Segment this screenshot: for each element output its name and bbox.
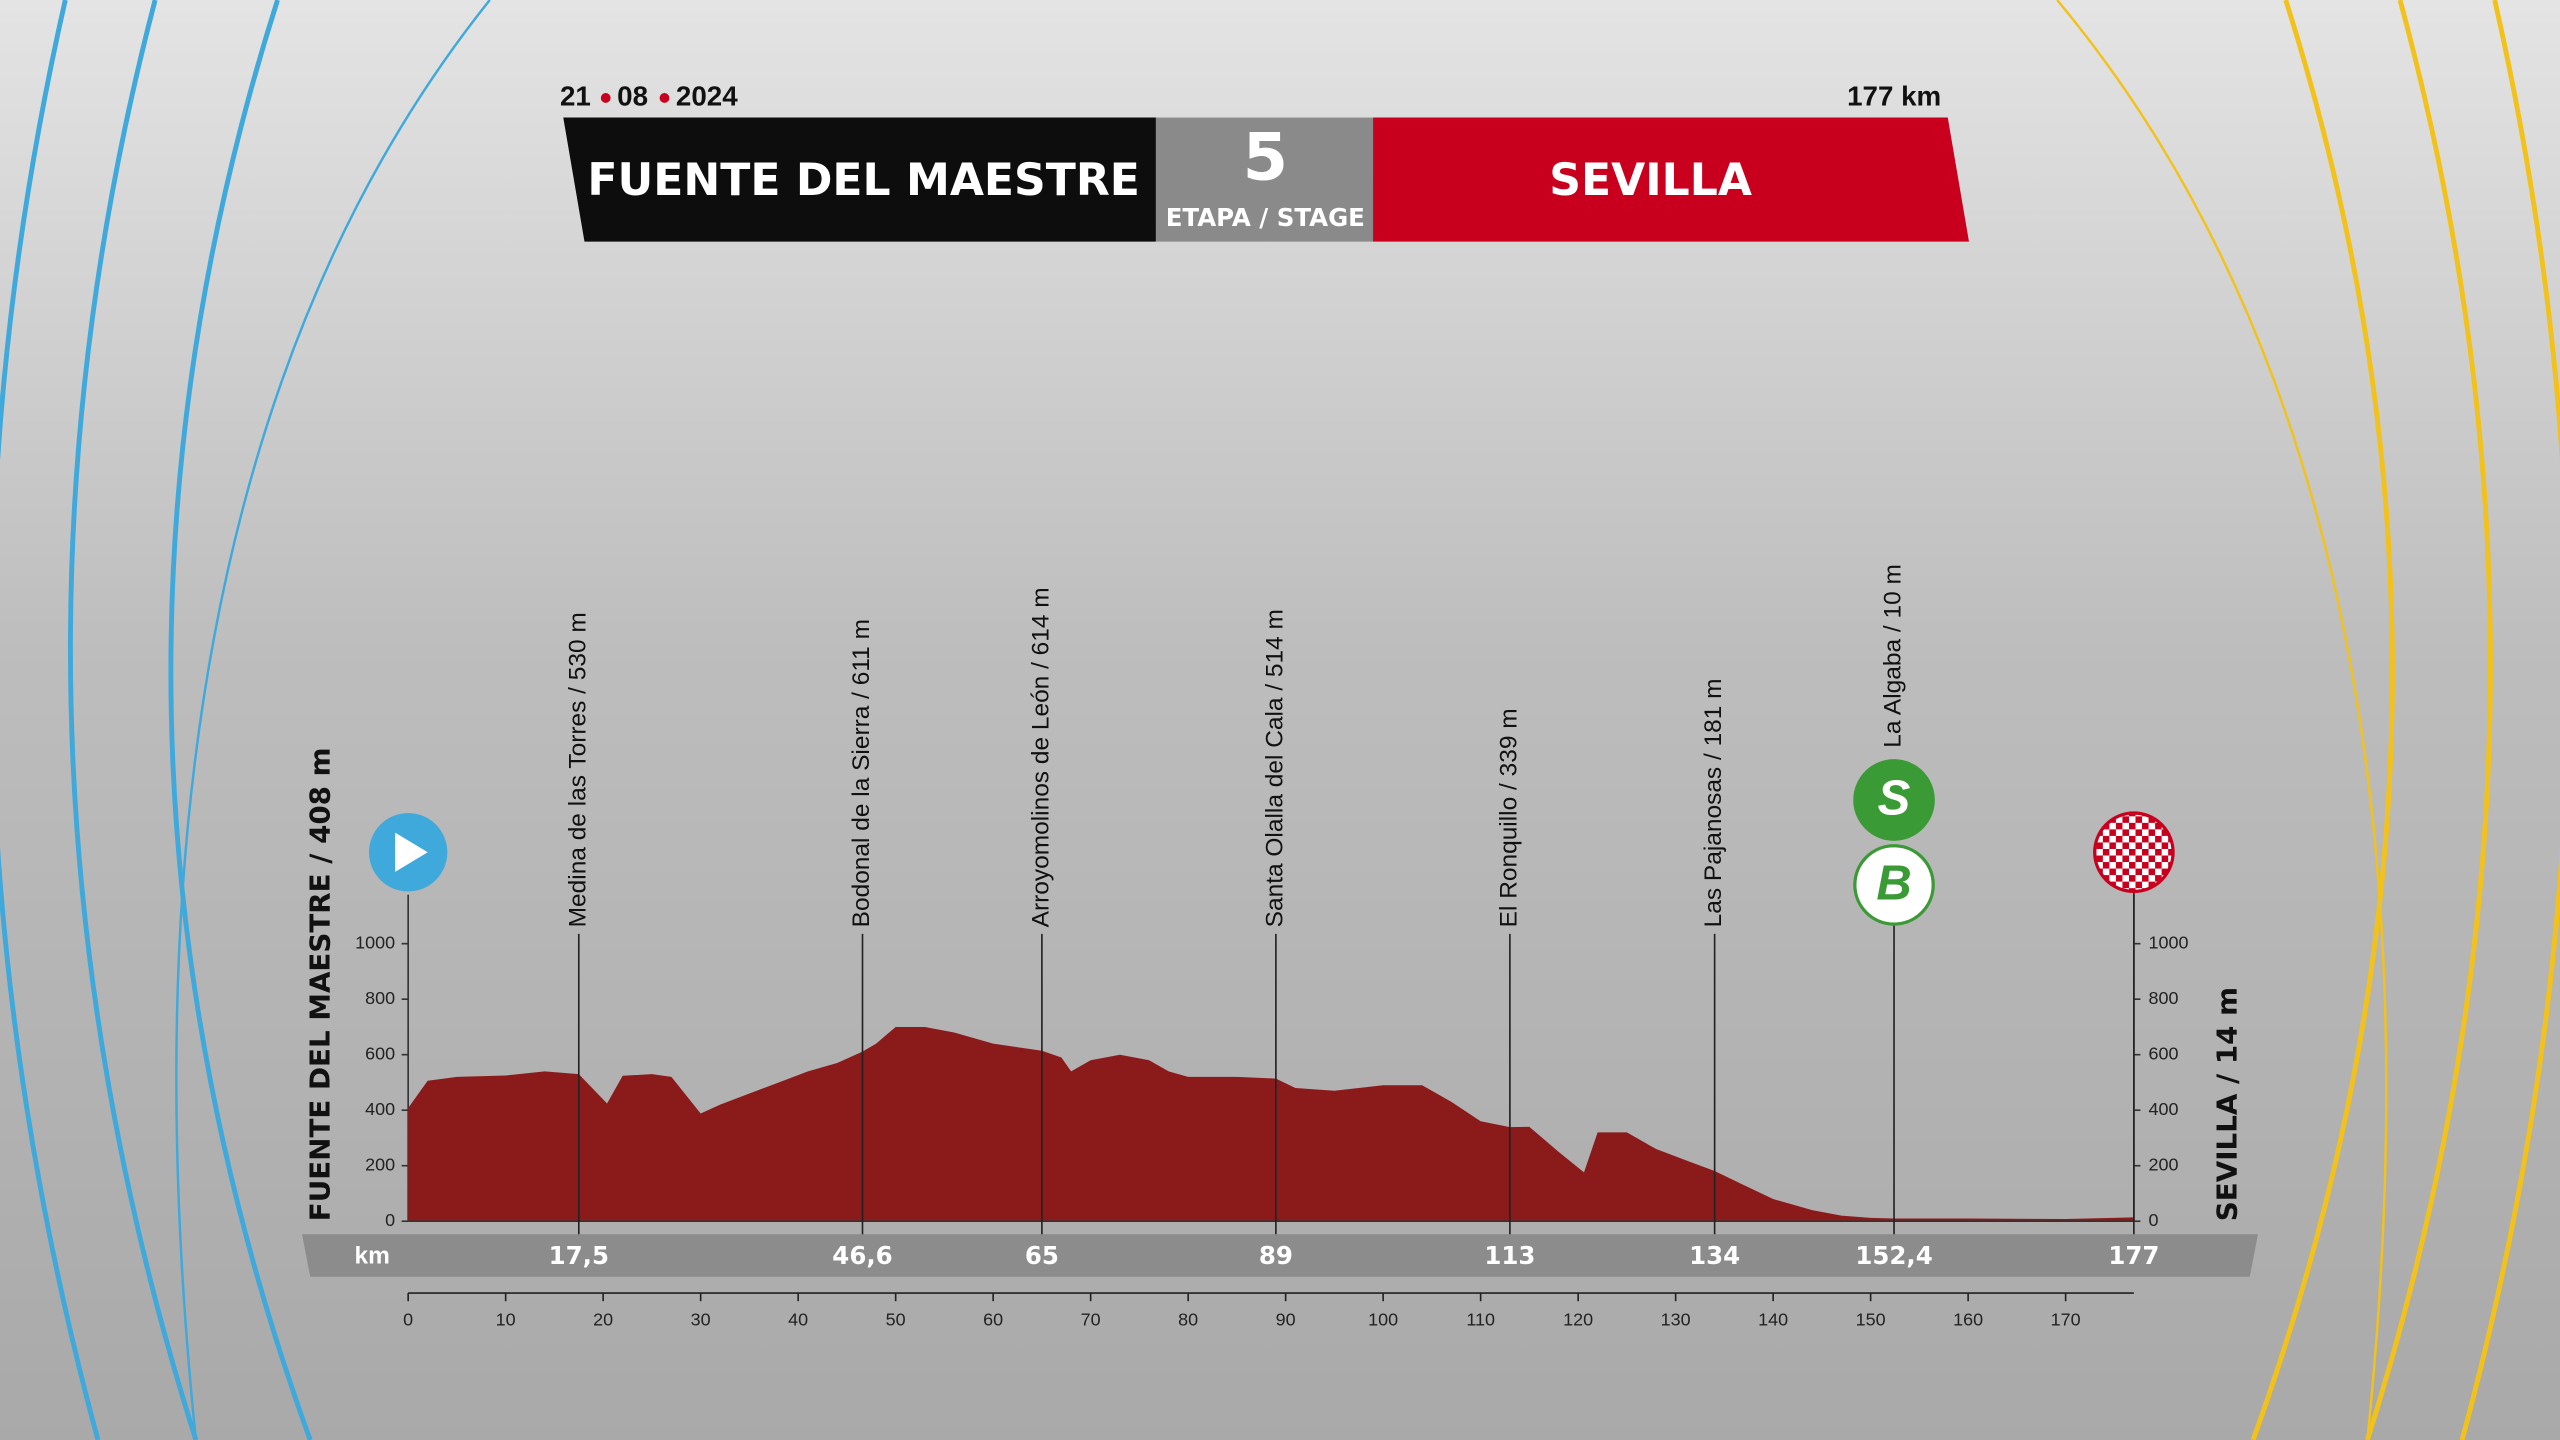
finish-icon [2093, 811, 2175, 894]
y2-tick-label: 0 [2149, 1210, 2159, 1230]
y-tick-label: 200 [365, 1154, 395, 1174]
y2-axis-label: SEVILLA / 14 m [2211, 987, 2244, 1221]
marker-name: Las Pajanosas / 181 m [1700, 678, 1727, 927]
start-name: FUENTE DEL MAESTRE [587, 155, 1140, 206]
x-tick-label: 150 [1856, 1310, 1886, 1330]
x-tick-label: 140 [1758, 1310, 1788, 1330]
x-tick-label: 170 [2051, 1310, 2081, 1330]
marker-name: Santa Olalla del Cala / 514 m [1261, 609, 1288, 927]
x-tick-label: 50 [886, 1310, 906, 1330]
stage-box [1155, 117, 1374, 242]
km-strip [302, 1234, 2258, 1277]
x-tick-label: 100 [1368, 1310, 1398, 1330]
km-strip-value: 134 [1689, 1241, 1740, 1270]
x-tick-label: 40 [788, 1310, 808, 1330]
x-tick-label: 30 [691, 1310, 711, 1330]
y2-tick-label: 400 [2149, 1099, 2179, 1119]
start-banner [563, 117, 1156, 242]
date-year: 2024 [676, 80, 738, 111]
y-axis-label: FUENTE DEL MAESTRE / 408 m [304, 747, 337, 1221]
marker-name: La Algaba / 10 m [1880, 564, 1907, 748]
stage-distance: 177 km [1847, 80, 1941, 111]
km-strip-value: 177 [2108, 1241, 2159, 1270]
marker-icon-label: B [1876, 856, 1911, 910]
finish-banner [1373, 117, 1969, 242]
y-tick-label: 800 [365, 988, 395, 1008]
km-strip-value: 89 [1259, 1241, 1293, 1270]
y-tick-label: 600 [365, 1043, 395, 1063]
y-tick-label: 400 [365, 1099, 395, 1119]
x-tick-label: 70 [1081, 1310, 1101, 1330]
finish-name: SEVILLA [1549, 155, 1752, 206]
x-tick-label: 10 [496, 1310, 516, 1330]
date-dot [600, 93, 611, 103]
marker-icon [1853, 759, 1935, 841]
y2-tick-label: 200 [2149, 1154, 2179, 1174]
marker-icon [1853, 844, 1935, 926]
marker-icon-label: S [1878, 772, 1911, 826]
km-strip-value: 65 [1025, 1241, 1059, 1270]
start-icon-arrow [395, 832, 428, 872]
date-month: 08 [617, 80, 648, 111]
y2-tick-label: 1000 [2149, 932, 2189, 952]
marker-name: El Ronquillo / 339 m [1495, 708, 1522, 927]
x-tick-label: 20 [593, 1310, 613, 1330]
y2-tick-label: 600 [2149, 1043, 2179, 1063]
x-tick-label: 160 [1953, 1310, 1983, 1330]
date-day: 21 [560, 80, 591, 111]
km-strip-value: 113 [1484, 1241, 1535, 1270]
marker-name: Bodonal de la Sierra / 611 m [848, 619, 875, 927]
x-tick-label: 110 [1466, 1310, 1495, 1330]
x-tick-label: 80 [1178, 1310, 1198, 1330]
x-tick-label: 60 [983, 1310, 1003, 1330]
marker-name: Arroyomolinos de León / 614 m [1027, 587, 1054, 927]
date: 21 08 2024 [560, 80, 738, 111]
marker-name: Medina de las Torres / 530 m [564, 612, 591, 927]
stage-label: ETAPA / STAGE [1166, 203, 1365, 232]
x-tick-label: 130 [1661, 1310, 1691, 1330]
km-strip-value: 46,6 [832, 1241, 892, 1270]
plot: 0200400600800100002004006008001000FUENTE… [304, 564, 2244, 1329]
km-strip-value: 17,5 [549, 1241, 609, 1270]
x-tick-label: 0 [403, 1310, 413, 1330]
x-tick-label: 120 [1563, 1310, 1593, 1330]
date-dot [659, 93, 670, 103]
x-tick-label: 90 [1276, 1310, 1296, 1330]
y2-tick-label: 800 [2149, 988, 2179, 1008]
stage-number: 5 [1243, 120, 1288, 196]
km-strip-label: km [355, 1243, 390, 1270]
elevation-profile [408, 1026, 2134, 1222]
km-strip-value: 152,4 [1855, 1241, 1932, 1270]
y-tick-label: 0 [385, 1210, 395, 1230]
y-tick-label: 1000 [355, 932, 395, 952]
